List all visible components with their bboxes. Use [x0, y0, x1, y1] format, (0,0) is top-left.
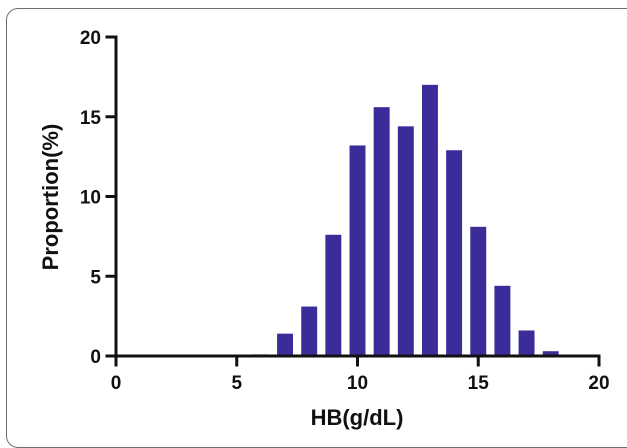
y-tick-label-15: 15: [80, 108, 102, 129]
bars-group: [252, 84, 559, 357]
chart-frame: [6, 8, 627, 448]
y-tick-label-10: 10: [80, 188, 101, 209]
x-tick-label-0: 0: [111, 373, 122, 394]
bar-12: [397, 126, 414, 356]
bar-7: [277, 333, 294, 356]
y-tick-label-5: 5: [90, 267, 101, 288]
x-tick-label-5: 5: [231, 373, 242, 394]
bar-16: [494, 285, 511, 356]
axes-group: [105, 35, 601, 367]
bar-13: [421, 84, 438, 356]
y-axis-title: Proportion(%): [38, 124, 63, 271]
x-tick-label-15: 15: [468, 373, 490, 394]
x-tick-label-10: 10: [347, 373, 368, 394]
y-tick-label-0: 0: [90, 347, 101, 368]
bar-10: [349, 145, 366, 356]
histogram-chart: 0 5 10 15 20 0 5 10 15 20 HB(g/dL) Proportion(%): [38, 28, 610, 430]
bar-9: [325, 234, 342, 356]
bar-8: [301, 306, 318, 356]
x-tick-label-20: 20: [588, 373, 609, 394]
bar-14: [446, 150, 463, 356]
x-axis-title: HB(g/dL): [311, 405, 404, 430]
y-tick-label-20: 20: [80, 28, 101, 49]
bar-18: [542, 351, 559, 356]
bar-11: [373, 107, 390, 357]
ticks-group: 0 5 10 15 20 0 5 10 15 20: [80, 28, 610, 394]
bar-15: [470, 226, 487, 356]
bar-17: [518, 330, 535, 356]
